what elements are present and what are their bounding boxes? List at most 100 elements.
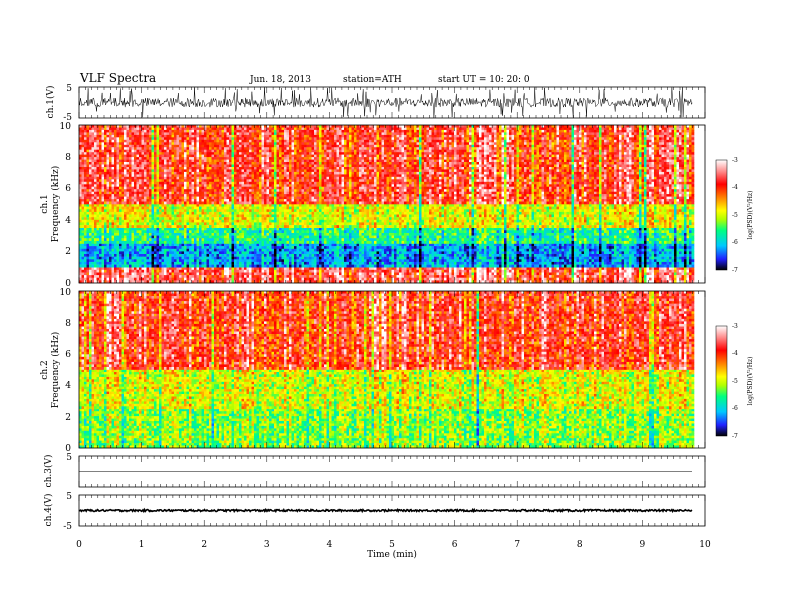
spectrogram-cell [352,278,355,281]
spectrogram-cell [279,270,282,273]
spectrogram-cell [282,270,285,273]
spectrogram-cell [152,275,155,278]
spectrogram-cell [499,273,502,276]
spectrogram-cell [144,273,147,276]
spectrogram-cell [119,273,122,276]
spectrogram-cell [279,275,282,278]
spectrogram-cell [197,273,200,276]
spectrogram-cell [287,267,290,270]
spectrogram-cell [129,270,132,273]
spectrogram-cell [459,278,462,281]
spectrogram-cell [289,270,292,273]
spectrogram-cell [309,267,312,270]
spectrogram-cell [522,270,525,273]
spectrogram-cell [344,267,347,270]
spectrogram-cell [222,270,225,273]
spectrogram-cell [517,267,520,270]
spectrogram-cell [104,278,107,281]
spectrogram-cell [207,278,210,281]
spectrogram-cell [89,275,92,278]
spectrogram-cell [307,273,310,276]
spectrogram-cell [312,278,315,281]
spectrogram-cell [339,278,342,281]
spectrogram-cell [202,267,205,270]
spectrogram-cell [384,273,387,276]
spectrogram-cell [197,275,200,278]
spectrogram-cell [459,275,462,278]
spectrogram-cell [359,270,362,273]
spectrogram-cell [379,270,382,273]
spectrogram-cell [309,275,312,278]
spectrogram-cell [472,270,475,273]
spectrogram-cell [429,273,432,276]
spectrogram-cell [452,270,455,273]
spectrogram-cell [319,267,322,270]
spectrogram-cell [214,270,217,273]
spectrogram-cell [167,270,170,273]
spectrogram-cell [512,270,515,273]
spectrogram-cell [439,267,442,270]
spectrogram-cell [307,275,310,278]
spectrogram-cell [452,273,455,276]
spectrogram-cell [499,278,502,281]
spectrogram-cell [92,267,95,270]
spectrogram-cell [159,273,162,276]
spectrogram-cell [117,270,120,273]
spectrogram-cell [499,275,502,278]
spectrogram-cell [197,267,200,270]
spectrogram-cell [209,267,212,270]
spectrogram-cell [117,278,120,281]
spectrogram-cell [457,270,460,273]
spectrogram-cell [374,267,377,270]
spectrogram-cell [322,273,325,276]
spectrogram-cell [117,275,120,278]
spectrogram-cell [277,278,280,281]
spectrogram-cell [229,270,232,273]
spectrogram-cell [492,270,495,273]
spectrogram-cell [424,275,427,278]
spectrogram-cell [522,278,525,281]
spectrogram-cell [467,273,470,276]
spectrogram-cell [242,275,245,278]
spectrogram-cell [339,267,342,270]
spectrogram-cell [362,273,365,276]
spectrogram-cell [267,270,270,273]
spectrogram-cell [169,278,172,281]
spectrogram-cell [169,273,172,276]
spectrogram-cell [224,278,227,281]
spectrogram-cell [179,275,182,278]
spectrogram-cell [509,267,512,270]
spectrogram-cell [224,273,227,276]
spectrogram-cell [142,273,145,276]
spectrogram-cell [454,267,457,270]
spectrogram-cell [84,273,87,276]
spectrogram-cell [234,275,237,278]
spectrogram-cell [477,273,480,276]
spectrogram-cell [154,273,157,276]
spectrogram-cell [134,273,137,276]
spectrogram-cell [317,275,320,278]
spectrogram-cell [262,278,265,281]
spectrogram-cell [149,270,152,273]
spectrogram-cell [94,267,97,270]
spectrogram-cell [357,270,360,273]
spectrogram-cell [349,278,352,281]
spectrogram-cell [244,278,247,281]
spectrogram-cell [314,275,317,278]
spectrogram-cell [177,267,180,270]
spectrogram-cell [242,267,245,270]
spectrogram-cell [147,275,150,278]
spectrogram-cell [192,273,195,276]
spectrogram-cell [284,270,287,273]
spectrogram-cell [477,275,480,278]
spectrogram-cell [339,275,342,278]
spectrogram-cell [117,267,120,270]
spectrogram-cell [504,270,507,273]
spectrogram-cell [482,273,485,276]
spectrogram-cell [517,270,520,273]
spectrogram-cell [464,278,467,281]
spectrogram-cell [507,273,510,276]
header-station: station=ATH [343,75,402,85]
spectrogram-cell [287,273,290,276]
spectrogram-cell [152,273,155,276]
